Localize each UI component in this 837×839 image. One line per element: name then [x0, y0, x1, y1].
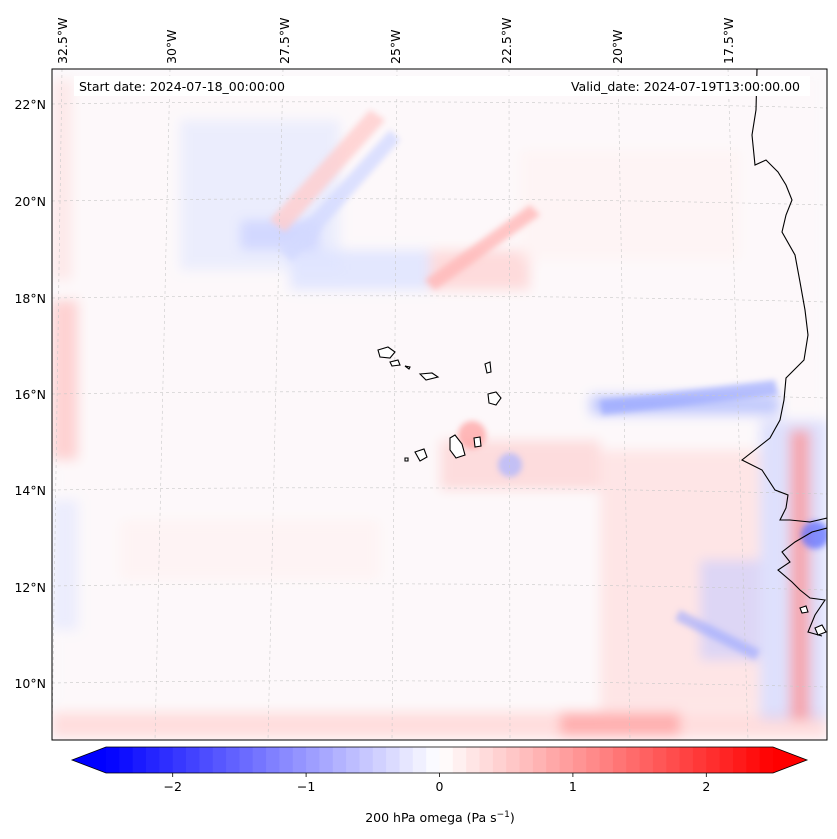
colorbar-tick-label: 2	[702, 779, 710, 794]
colorbar-cell	[306, 747, 321, 773]
colorbar-cell	[706, 747, 721, 773]
lon-label: 30°W	[164, 29, 179, 64]
colorbar-cell	[466, 747, 481, 773]
colorbar-cell	[666, 747, 681, 773]
lat-label: 16°N	[14, 387, 46, 402]
colorbar-cell	[626, 747, 641, 773]
colorbar-cell	[492, 747, 507, 773]
colorbar-cells	[106, 747, 774, 773]
colorbar-cell	[426, 747, 441, 773]
lon-label: 22.5°W	[499, 18, 514, 64]
colorbar-cell	[519, 747, 534, 773]
lat-label: 14°N	[14, 483, 46, 498]
longitude-labels: 32.5°W 30°W 27.5°W 25°W 22.5°W 20°W 17.5…	[55, 18, 736, 64]
colorbar-cell	[612, 747, 627, 773]
colorbar-cell	[279, 747, 294, 773]
colorbar-cell	[212, 747, 227, 773]
colorbar-cell	[372, 747, 387, 773]
lon-label: 20°W	[610, 29, 625, 64]
colorbar-cell	[106, 747, 120, 773]
colorbar-cell	[319, 747, 334, 773]
colorbar-cell	[639, 747, 654, 773]
lon-label: 27.5°W	[277, 18, 292, 64]
colorbar-cell	[239, 747, 254, 773]
lon-label: 25°W	[388, 29, 403, 64]
colorbar-ticks: −2 −1 0 1 2	[163, 773, 710, 794]
colorbar-cell	[412, 747, 427, 773]
colorbar-tick-label: 0	[436, 779, 444, 794]
colorbar-tick-label: −2	[163, 779, 181, 794]
colorbar-cell	[759, 747, 774, 773]
colorbar-cell	[199, 747, 214, 773]
colorbar-cell	[572, 747, 587, 773]
colorbar-cell	[439, 747, 454, 773]
valid-date-label: Valid_date: 2024-07-19T13:00:00.00	[571, 79, 800, 94]
colorbar-cell	[386, 747, 401, 773]
colorbar-cell	[692, 747, 707, 773]
colorbar-cell	[719, 747, 734, 773]
colorbar-cell	[119, 747, 134, 773]
header-background	[74, 76, 810, 96]
colorbar-cell	[159, 747, 174, 773]
lat-label: 10°N	[14, 676, 46, 691]
colorbar-cell	[532, 747, 547, 773]
colorbar-cell	[399, 747, 414, 773]
graticule	[52, 69, 827, 740]
colorbar-cell	[359, 747, 374, 773]
lon-label: 17.5°W	[721, 18, 736, 64]
colorbar-label: 200 hPa omega (Pa s−1)	[365, 810, 515, 825]
colorbar-cell	[732, 747, 747, 773]
colorbar-cell	[186, 747, 200, 773]
map-frame	[51, 68, 828, 741]
colorbar-cell	[479, 747, 494, 773]
colorbar-cell	[252, 747, 267, 773]
colorbar: −2 −1 0 1 2 200 hPa omega (Pa s−1)	[70, 746, 809, 825]
colorbar-cell	[226, 747, 240, 773]
omega-field	[52, 69, 827, 740]
lon-label: 32.5°W	[55, 18, 70, 64]
lat-label: 22°N	[14, 97, 46, 112]
colorbar-cell	[132, 747, 147, 773]
lat-label: 20°N	[14, 194, 46, 209]
lat-label: 12°N	[14, 580, 46, 595]
cape-verde-islands	[377, 346, 827, 636]
colorbar-cell	[346, 747, 361, 773]
colorbar-cell	[146, 747, 160, 773]
colorbar-cell	[652, 747, 667, 773]
colorbar-cell	[292, 747, 307, 773]
latitude-labels: 22°N 20°N 18°N 16°N 14°N 12°N 10°N	[14, 97, 46, 691]
coastline	[740, 69, 827, 637]
colorbar-cell	[332, 747, 347, 773]
colorbar-high-extension	[773, 747, 807, 773]
colorbar-cell	[506, 747, 521, 773]
colorbar-low-extension	[72, 747, 106, 773]
colorbar-cell	[452, 747, 467, 773]
colorbar-cell	[172, 747, 187, 773]
lat-label: 18°N	[14, 291, 46, 306]
colorbar-cell	[679, 747, 694, 773]
colorbar-cell	[546, 747, 561, 773]
colorbar-cell	[746, 747, 761, 773]
colorbar-cell	[586, 747, 601, 773]
colorbar-cell	[266, 747, 281, 773]
colorbar-outline	[70, 746, 809, 774]
start-date-label: Start date: 2024-07-18_00:00:00	[79, 79, 285, 94]
colorbar-tick-label: 1	[569, 779, 577, 794]
colorbar-tick-label: −1	[297, 779, 315, 794]
colorbar-cell	[559, 747, 574, 773]
colorbar-cell	[599, 747, 614, 773]
